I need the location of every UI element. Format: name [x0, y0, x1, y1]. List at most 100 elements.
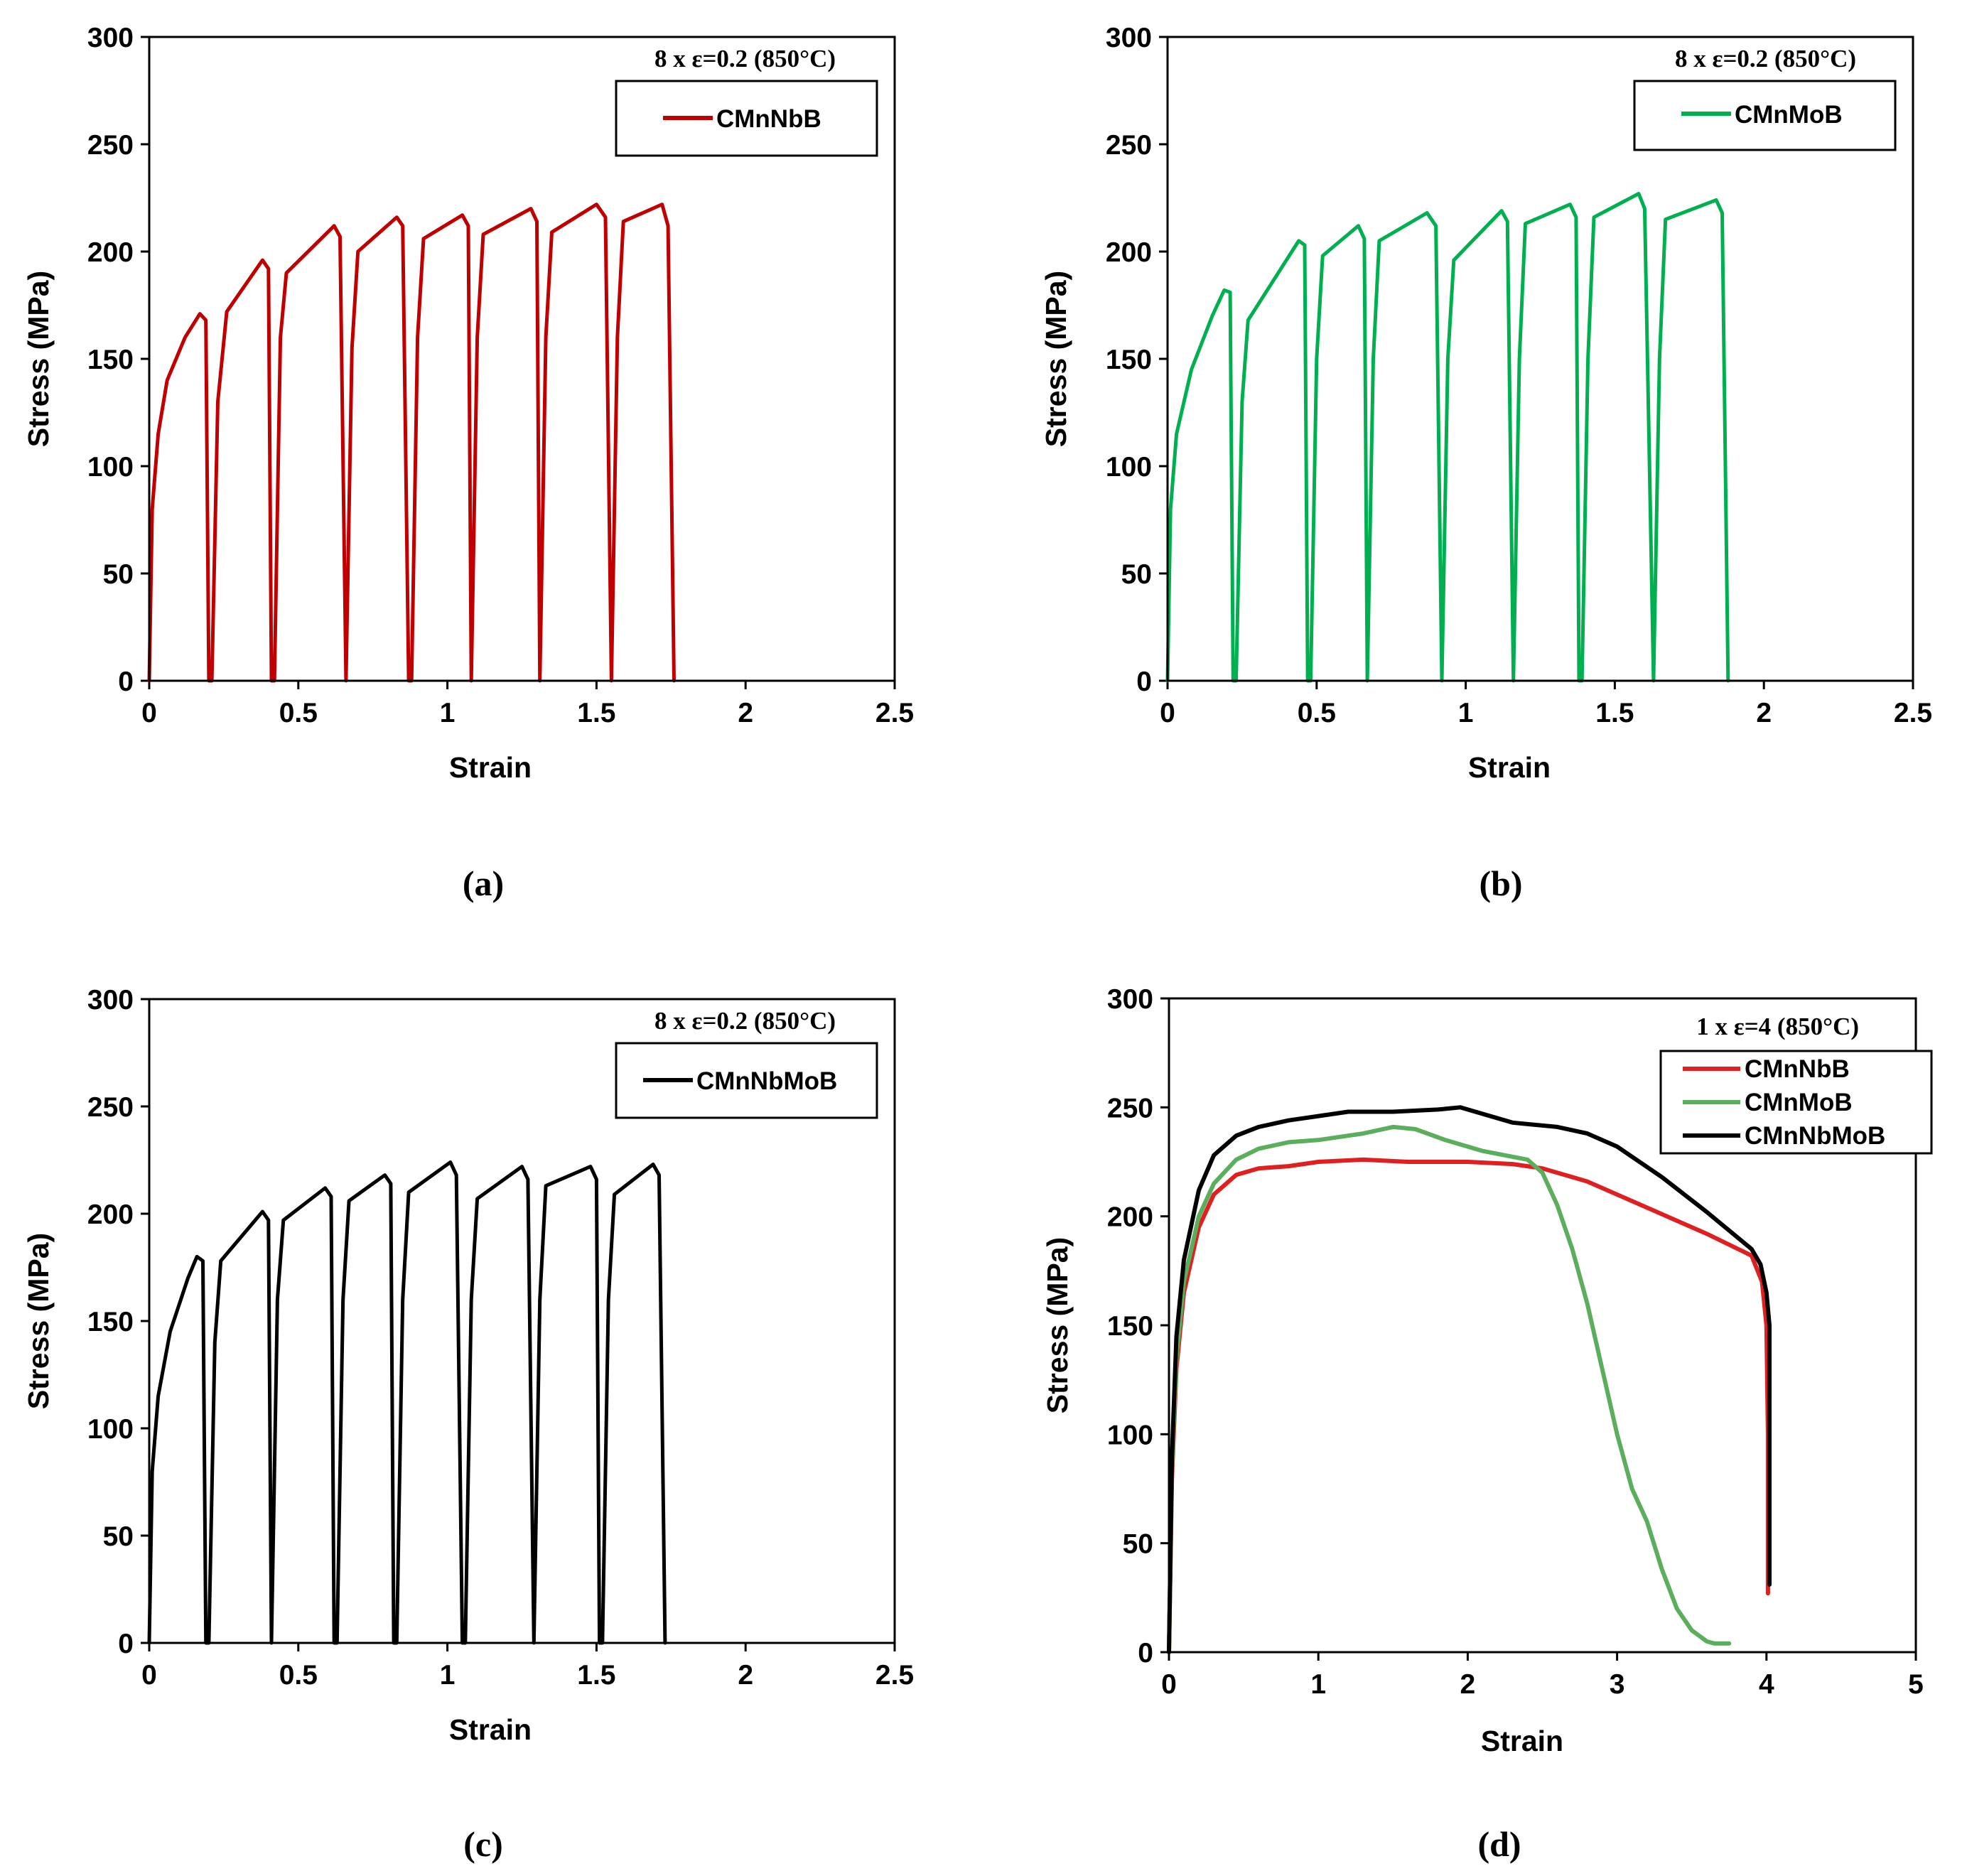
panel-b-ytick-label-6: 300 [1106, 23, 1152, 53]
panel-a-legend: CMnNbB [615, 80, 878, 157]
panel-d-ticks: 0 50 100 150 200 250 300 0 1 2 3 4 5 [1107, 984, 1924, 1700]
panel-d-xtick-label-1: 1 [1310, 1669, 1326, 1700]
panel-b-xtick-label-4: 2 [1756, 698, 1772, 728]
panel-b-ylabel: Stress (MPa) [1040, 271, 1072, 447]
panel-c-xtick-label-5: 2.5 [875, 1660, 914, 1691]
panel-d-xlabel: Strain [1481, 1725, 1563, 1757]
panel-d-series [1167, 1105, 1772, 1654]
panel-a-ytick-label-6: 300 [87, 23, 134, 53]
panel-c-ytick-label-2: 100 [87, 1414, 134, 1445]
panel-d-series-cmnmob-line [1167, 1124, 1732, 1654]
panel-a-ticks: 0 50 100 150 200 250 300 0 0.5 1 1.5 2 2.5 [87, 23, 914, 728]
panel-d-label: (d) [1477, 1824, 1521, 1864]
panel-c-xtick-label-2: 1 [440, 1660, 456, 1691]
panel-a-xtick-label-5: 2.5 [875, 698, 914, 728]
panel-b-label: (b) [1479, 863, 1522, 903]
panel-b-xtick-label-3: 1.5 [1595, 698, 1634, 728]
panel-b-series [1165, 192, 1730, 683]
panel-c-xtick-label-1: 0.5 [279, 1660, 318, 1691]
panel-c-ytick-label-5: 250 [87, 1092, 134, 1123]
panel-b-series-cmnmob-line [1165, 192, 1730, 683]
panel-d-legend-label-cmnmob: CMnMoB [1745, 1089, 1853, 1116]
panel-a-label: (a) [463, 863, 504, 903]
panel-c-series-cmnnbmob-line [147, 1160, 667, 1645]
panel-c-annotation: 8 x ε=0.2 (850°C) [654, 1007, 836, 1035]
panel-c-ytick-label-6: 300 [87, 985, 134, 1015]
panel-b-ytick-label-0: 0 [1136, 667, 1152, 697]
panel-a-ytick-label-1: 50 [103, 559, 134, 590]
panel-b-plot-frame [1166, 36, 1914, 682]
panel-d-series-cmnnbb-line [1167, 1157, 1770, 1654]
panel-a-xtick-label-1: 0.5 [279, 698, 318, 728]
panel-c-xtick-label-3: 1.5 [577, 1660, 615, 1691]
panel-b-annotation: 8 x ε=0.2 (850°C) [1675, 45, 1856, 72]
panel-d-plot-frame [1168, 997, 1917, 1654]
panel-b-ytick-label-5: 250 [1106, 130, 1152, 161]
panel-a-legend-box [615, 80, 878, 157]
panel-d-ytick-label-0: 0 [1138, 1638, 1153, 1669]
panel-a-series-cmnnbb-line [147, 203, 676, 683]
panel-c-ytick-label-4: 200 [87, 1200, 134, 1230]
panel-b-xtick-label-2: 1 [1458, 698, 1474, 728]
panel-c-ylabel: Stress (MPa) [22, 1233, 55, 1409]
panel-d-ytick-label-4: 200 [1107, 1202, 1153, 1233]
panel-b-ytick-label-1: 50 [1121, 559, 1152, 590]
panel-c-label: (c) [463, 1824, 503, 1864]
panel-d-xtick-label-4: 4 [1759, 1669, 1774, 1700]
panel-d-xtick-label-0: 0 [1161, 1669, 1177, 1700]
panel-b-xlabel: Strain [1468, 751, 1551, 784]
panel-c-legend-label-cmnnbmob: CMnNbMoB [696, 1067, 837, 1095]
panel-d-ytick-label-1: 50 [1123, 1529, 1153, 1560]
panel-a-ytick-label-4: 200 [87, 237, 134, 268]
panel-b-xtick-label-5: 2.5 [1894, 698, 1932, 728]
panel-a: 0 50 100 150 200 250 300 0 0.5 1 1.5 2 2.5 8 x ε=0.2… [22, 23, 914, 903]
panel-d-ytick-label-3: 150 [1107, 1311, 1153, 1342]
panel-d: 0 50 100 150 200 250 300 0 1 2 3 4 5 1 x ε=4 (850°C)… [1041, 984, 1933, 1864]
panel-b-xtick-label-1: 0.5 [1298, 698, 1336, 728]
panel-d-ylabel: Stress (MPa) [1041, 1237, 1074, 1413]
panel-c: 0 50 100 150 200 250 300 0 0.5 1 1.5 2 2.5 8 x ε=0.2… [22, 985, 914, 1864]
panel-a-annotation: 8 x ε=0.2 (850°C) [654, 45, 836, 72]
panel-b-ytick-label-2: 100 [1106, 452, 1152, 483]
panel-b-legend-label-cmnmob: CMnMoB [1735, 101, 1843, 129]
panel-c-ticks: 0 50 100 150 200 250 300 0 0.5 1 1.5 2 2.5 [87, 985, 914, 1691]
panel-b-ticks: 0 50 100 150 200 250 300 0 0.5 1 1.5 2 2.5 [1106, 23, 1932, 728]
panel-a-ytick-label-2: 100 [87, 452, 134, 483]
panel-d-legend: CMnNbB CMnMoB CMnNbMoB [1659, 1050, 1933, 1155]
panel-d-xtick-label-5: 5 [1908, 1669, 1924, 1700]
panel-a-ytick-label-5: 250 [87, 130, 134, 161]
panel-c-ytick-label-0: 0 [118, 1629, 134, 1659]
panel-d-annotation: 1 x ε=4 (850°C) [1696, 1013, 1859, 1040]
panel-a-xtick-label-4: 2 [738, 698, 753, 728]
panel-c-xtick-label-4: 2 [738, 1660, 753, 1691]
panel-a-ylabel: Stress (MPa) [22, 271, 55, 447]
panel-b: 0 50 100 150 200 250 300 0 0.5 1 1.5 2 2.5 8 x ε=0.2… [1040, 23, 1932, 903]
panel-a-xtick-label-2: 1 [440, 698, 456, 728]
panel-a-plot-frame [148, 36, 896, 682]
panel-d-ytick-label-2: 100 [1107, 1420, 1153, 1450]
panel-a-xtick-label-0: 0 [141, 698, 157, 728]
panel-a-legend-label-cmnnbb: CMnNbB [716, 105, 821, 133]
panel-b-legend-box [1633, 80, 1897, 151]
panel-d-xtick-label-2: 2 [1460, 1669, 1476, 1700]
panel-c-ytick-label-1: 50 [103, 1521, 134, 1552]
panel-d-legend-label-cmnnbb: CMnNbB [1745, 1055, 1850, 1083]
panel-b-ytick-label-4: 200 [1106, 237, 1152, 268]
panel-b-legend: CMnMoB [1633, 80, 1897, 151]
panel-b-xtick-label-0: 0 [1160, 698, 1175, 728]
panel-a-xtick-label-3: 1.5 [577, 698, 615, 728]
panel-a-series [147, 203, 676, 683]
panel-c-ytick-label-3: 150 [87, 1307, 134, 1337]
panel-b-ytick-label-3: 150 [1106, 345, 1152, 375]
panel-c-series [147, 1160, 667, 1645]
panel-d-ytick-label-5: 250 [1107, 1093, 1153, 1123]
panel-d-series-cmnnbmob-line [1167, 1105, 1772, 1654]
panel-d-legend-label-cmnnbmob: CMnNbMoB [1745, 1122, 1885, 1150]
panel-c-legend: CMnNbMoB [615, 1042, 878, 1119]
panel-a-xlabel: Strain [449, 751, 532, 784]
panel-c-xlabel: Strain [449, 1713, 532, 1746]
panel-d-ytick-label-6: 300 [1107, 984, 1153, 1015]
panel-c-xtick-label-0: 0 [141, 1660, 157, 1691]
panel-d-xtick-label-3: 3 [1610, 1669, 1625, 1700]
